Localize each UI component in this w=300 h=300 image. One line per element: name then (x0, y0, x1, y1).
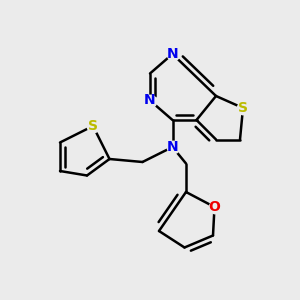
Text: N: N (144, 94, 156, 107)
Text: O: O (208, 200, 220, 214)
Text: S: S (238, 101, 248, 115)
Text: S: S (88, 119, 98, 133)
Text: N: N (167, 140, 178, 154)
Text: N: N (167, 47, 178, 61)
